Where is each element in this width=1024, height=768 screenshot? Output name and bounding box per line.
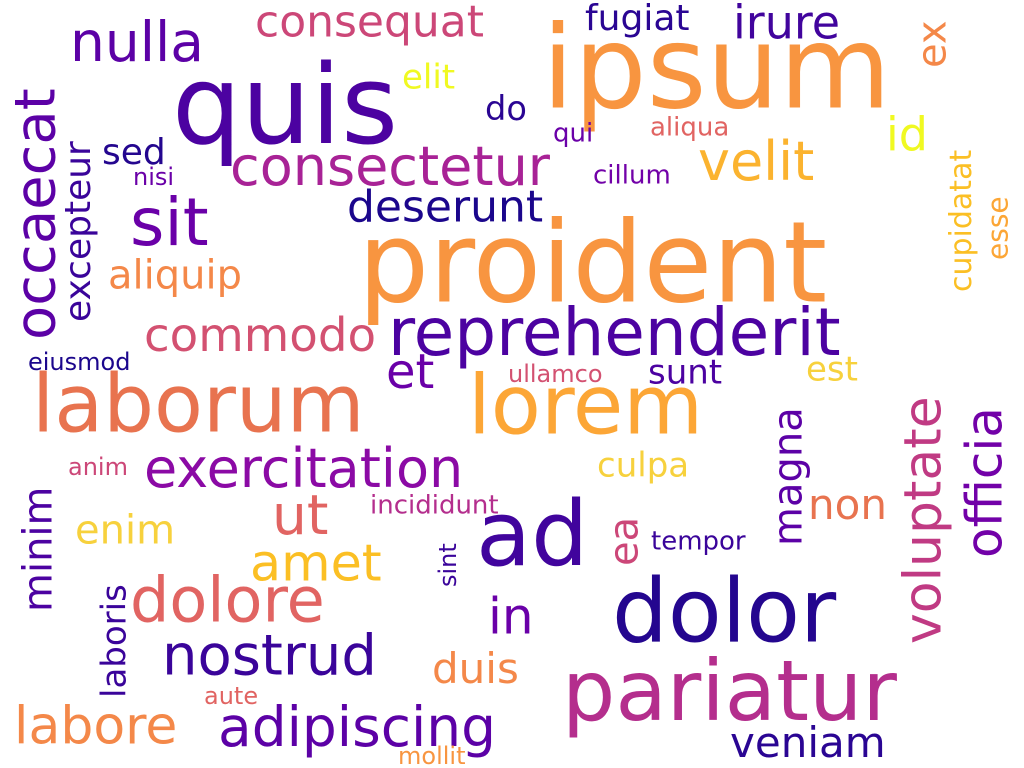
word-adipiscing: adipiscing <box>218 695 497 760</box>
word-est: est <box>806 349 858 389</box>
word-ipsum: ipsum <box>542 2 892 137</box>
word-consequat: consequat <box>255 0 485 48</box>
word-ut: ut <box>272 483 329 548</box>
word-in: in <box>488 587 534 647</box>
word-tempor: tempor <box>651 525 746 557</box>
word-esse: esse <box>981 196 1015 260</box>
word-sint: sint <box>434 543 462 587</box>
word-quis: quis <box>172 42 399 171</box>
word-laborum: laborum <box>32 358 365 452</box>
word-officia: officia <box>955 407 1015 558</box>
word-amet: amet <box>250 533 382 593</box>
word-lorem: lorem <box>468 358 704 454</box>
word-qui: qui <box>553 117 594 149</box>
word-ullamco: ullamco <box>508 360 603 388</box>
word-proident: proident <box>358 198 828 330</box>
word-laboris: laboris <box>94 584 134 698</box>
word-excepteur: excepteur <box>57 141 99 322</box>
word-aliquip: aliquip <box>108 251 242 299</box>
word-aliqua: aliqua <box>650 111 730 143</box>
word-sed: sed <box>102 131 166 173</box>
word-irure: irure <box>733 0 841 50</box>
word-nostrud: nostrud <box>162 623 377 689</box>
word-id: id <box>886 108 928 162</box>
word-duis: duis <box>432 644 519 694</box>
word-deserunt: deserunt <box>347 181 544 233</box>
word-incididunt: incididunt <box>370 489 499 521</box>
word-ea: ea <box>600 516 648 566</box>
word-velit: velit <box>698 130 815 194</box>
word-nisi: nisi <box>133 163 175 191</box>
word-dolore: dolore <box>130 564 325 638</box>
word-veniam: veniam <box>730 718 886 768</box>
word-ex: ex <box>908 20 956 69</box>
word-do: do <box>485 89 527 129</box>
word-aute: aute <box>204 682 259 710</box>
word-minim: minim <box>14 486 62 612</box>
word-pariatur: pariatur <box>562 643 897 741</box>
word-commodo: commodo <box>144 308 377 363</box>
word-magna: magna <box>764 407 812 546</box>
word-sit: sit <box>130 184 209 262</box>
word-exercitation: exercitation <box>144 437 464 501</box>
word-mollit: mollit <box>398 742 466 768</box>
word-cillum: cillum <box>593 159 671 191</box>
word-eiusmod: eiusmod <box>28 348 131 376</box>
word-cupidatat: cupidatat <box>943 149 979 292</box>
word-fugiat: fugiat <box>585 0 690 39</box>
word-dolor: dolor <box>612 560 837 664</box>
word-elit: elit <box>402 57 456 97</box>
word-non: non <box>808 480 887 530</box>
word-et: et <box>386 344 435 400</box>
word-reprehenderit: reprehenderit <box>388 294 841 372</box>
word-occaecat: occaecat <box>3 88 69 340</box>
word-ad: ad <box>476 482 589 588</box>
word-enim: enim <box>75 506 176 554</box>
word-nulla: nulla <box>70 10 204 75</box>
word-culpa: culpa <box>597 445 690 485</box>
word-sunt: sunt <box>648 352 723 392</box>
word-labore: labore <box>14 695 178 757</box>
word-voluptate: voluptate <box>892 396 954 644</box>
word-anim: anim <box>68 453 128 481</box>
word-consectetur: consectetur <box>230 135 550 199</box>
